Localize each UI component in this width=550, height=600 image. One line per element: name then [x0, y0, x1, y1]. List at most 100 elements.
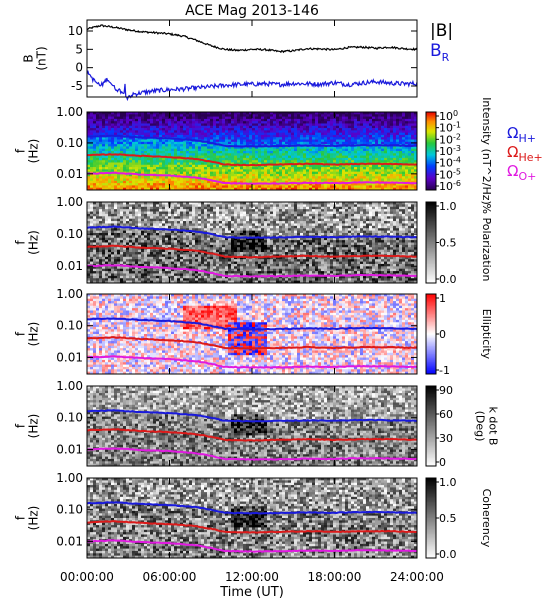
spectrogram-cell [261, 139, 265, 143]
spectrogram-cell [171, 263, 175, 267]
spectrogram-cell [387, 171, 391, 175]
spectrogram-cell [177, 213, 181, 217]
spectrogram-cell [96, 141, 100, 145]
spectrogram-cell [144, 211, 148, 215]
spectrogram-cell [345, 134, 349, 138]
spectrogram-cell [189, 225, 193, 229]
spectrogram-cell [360, 171, 364, 175]
spectrogram-cell [321, 137, 325, 140]
spectrogram-cell [117, 218, 121, 222]
spectrogram-cell [246, 169, 250, 173]
spectrogram-cell [222, 173, 226, 177]
spectrogram-cell [210, 187, 214, 191]
spectrogram-cell [264, 180, 268, 184]
spectrogram-cell [384, 125, 388, 129]
spectrogram-cell [279, 176, 283, 179]
spectrogram-cell [174, 128, 178, 131]
spectrogram-cell [147, 125, 151, 129]
spectrogram-cell [387, 128, 391, 131]
spectrogram-cell [414, 151, 418, 154]
spectrogram-cell [159, 130, 163, 134]
spectrogram-cell [105, 221, 109, 224]
spectrogram-cell [99, 141, 103, 145]
spectrogram-cell [201, 169, 205, 173]
spectrogram-cell [210, 137, 214, 140]
spectrogram-cell [348, 132, 352, 136]
spectrogram-cell [231, 114, 235, 117]
spectrogram-cell [333, 148, 337, 152]
spectrogram-cell [273, 132, 277, 136]
spectrogram-cell [210, 116, 214, 120]
spectrogram-cell [189, 187, 193, 191]
spectrogram-cell [237, 157, 241, 161]
spectrogram-cell [258, 169, 262, 173]
spectrogram-cell [387, 123, 391, 127]
spectrogram-cell [195, 134, 199, 138]
spectrogram-cell [114, 232, 118, 236]
spectrogram-cell [132, 228, 136, 231]
spectrogram-cell [147, 237, 151, 241]
spectrogram-cell [90, 121, 94, 124]
spectrogram-cell [186, 209, 190, 212]
spectrogram-cell [210, 134, 214, 138]
spectrogram-cell [141, 271, 145, 274]
spectrogram-cell [219, 137, 223, 140]
spectrogram-cell [219, 125, 223, 129]
spectrogram-cell [285, 125, 289, 129]
spectrogram-cell [177, 244, 181, 248]
spectrogram-cell [378, 123, 382, 127]
spectrogram-cell [369, 112, 373, 115]
spectrogram-cell [318, 148, 322, 152]
spectrogram-cell [186, 162, 190, 166]
spectrogram-cell [315, 128, 319, 131]
spectrogram-cell [282, 153, 286, 156]
spectrogram-cell [294, 141, 298, 145]
spectrogram-cell [252, 123, 256, 127]
spectrogram-cell [114, 180, 118, 184]
spectrogram-cell [192, 225, 196, 229]
spectrogram-cell [279, 148, 283, 152]
spectrogram-cell [240, 171, 244, 175]
spectrogram-cell [198, 178, 202, 182]
spectrogram-cell [144, 169, 148, 173]
spectrogram-cell [318, 171, 322, 175]
spectrogram-cell [105, 176, 109, 179]
spectrogram-cell [174, 206, 178, 210]
spectrogram-cell [195, 112, 199, 115]
spectrogram-cell [135, 268, 139, 272]
spectrogram-cell [276, 176, 280, 179]
spectrogram-cell [384, 130, 388, 134]
spectrogram-cell [135, 125, 139, 129]
spectrogram-cell [111, 164, 115, 168]
spectrogram-cell [135, 247, 139, 251]
spectrogram-cell [231, 146, 235, 150]
spectrogram-cell [216, 183, 220, 186]
spectrogram-cell [141, 223, 145, 227]
spectrogram-cell [117, 176, 121, 179]
spectrogram-cell [165, 176, 169, 179]
spectrogram-cell [360, 148, 364, 152]
spectrogram-cell [177, 187, 181, 191]
spectrogram-cell [162, 278, 166, 282]
spectrogram-cell [138, 244, 142, 248]
spectrogram-cell [96, 128, 100, 131]
spectrogram-cell [93, 230, 97, 234]
spectrogram-cell [393, 141, 397, 145]
spectrogram-cell [105, 275, 109, 279]
spectrogram-cell [198, 180, 202, 184]
spectrogram-cell [180, 112, 184, 115]
spectrogram-cell [339, 132, 343, 136]
spectrogram-cell [153, 121, 157, 124]
spectrogram-cell [159, 162, 163, 166]
spectrogram-cell [93, 280, 97, 284]
spectrogram-cell [237, 180, 241, 184]
spectrogram-cell [201, 132, 205, 136]
spectrogram-cell [237, 118, 241, 122]
spectrogram-cell [297, 132, 301, 136]
spectrogram-cell [120, 151, 124, 154]
spectrogram-cell [99, 273, 103, 277]
spectrogram-cell [138, 118, 142, 122]
spectrogram-cell [180, 244, 184, 248]
spectrogram-cell [411, 137, 415, 140]
spectrogram-cell [189, 123, 193, 127]
